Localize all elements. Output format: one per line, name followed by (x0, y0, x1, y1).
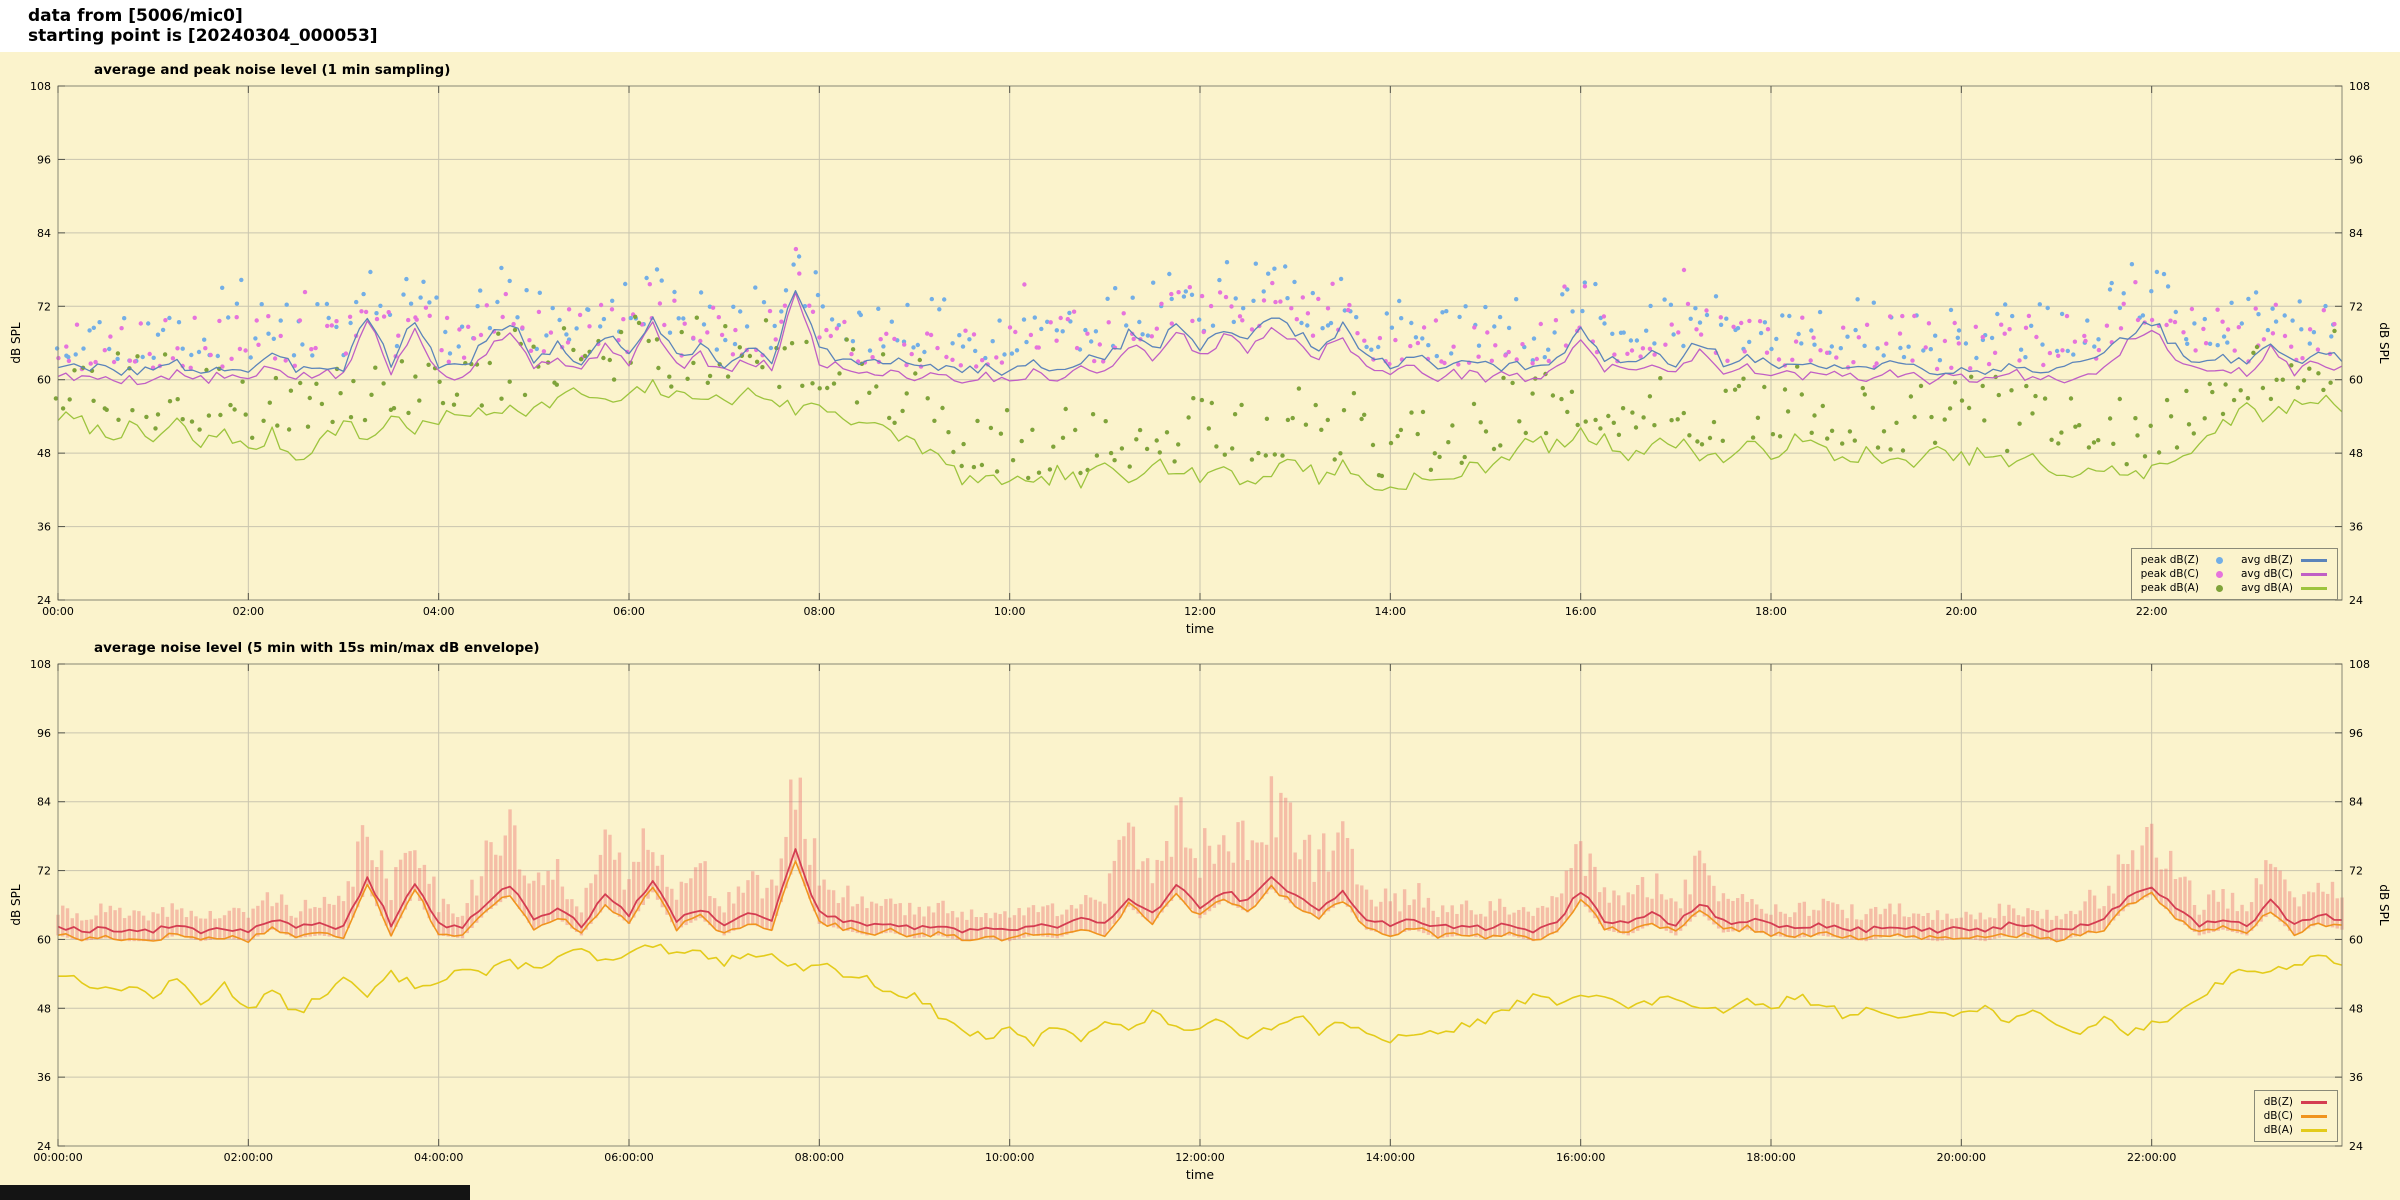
legend-line-swatch-db-c- (2301, 1114, 2327, 1118)
svg-text:08:00: 08:00 (803, 605, 835, 618)
svg-text:36: 36 (37, 1071, 51, 1084)
chart1-xlabel: time (1185, 621, 1215, 636)
svg-text:18:00:00: 18:00:00 (1746, 1151, 1795, 1164)
svg-text:72: 72 (2349, 300, 2363, 313)
svg-text:108: 108 (30, 658, 51, 671)
svg-text:60: 60 (2349, 933, 2363, 946)
svg-text:04:00: 04:00 (423, 605, 455, 618)
svg-text:00:00: 00:00 (42, 605, 74, 618)
legend-label: dB(A) (2263, 1124, 2293, 1136)
svg-text:84: 84 (37, 227, 51, 240)
svg-text:02:00: 02:00 (232, 605, 264, 618)
svg-text:20:00:00: 20:00:00 (1937, 1151, 1986, 1164)
svg-text:12:00: 12:00 (1184, 605, 1216, 618)
svg-text:04:00:00: 04:00:00 (414, 1151, 463, 1164)
svg-text:72: 72 (37, 300, 51, 313)
legend-label: peak dB(C) (2140, 568, 2199, 580)
svg-text:10:00: 10:00 (994, 605, 1026, 618)
header-line1: data from [5006/mic0] (28, 6, 243, 26)
svg-text:22:00:00: 22:00:00 (2127, 1151, 2176, 1164)
svg-text:14:00: 14:00 (1374, 605, 1406, 618)
svg-text:24: 24 (37, 1140, 51, 1153)
legend-line-swatch-avg-db-c- (2301, 572, 2327, 576)
svg-text:60: 60 (37, 374, 51, 387)
legend-line-swatch-db-z- (2301, 1100, 2327, 1104)
legend-label: peak dB(A) (2140, 582, 2199, 594)
chart1-ylabel-right: dB SPL (2377, 322, 2391, 364)
svg-text:96: 96 (2349, 153, 2363, 166)
svg-text:36: 36 (2349, 521, 2363, 534)
chart1-title: average and peak noise level (1 min samp… (94, 62, 451, 78)
legend-line-swatch-avg-db-z- (2301, 558, 2327, 562)
svg-text:12:00:00: 12:00:00 (1175, 1151, 1224, 1164)
svg-text:06:00: 06:00 (613, 605, 645, 618)
svg-text:48: 48 (37, 1002, 51, 1015)
svg-text:00:00:00: 00:00:00 (33, 1151, 82, 1164)
svg-text:72: 72 (37, 865, 51, 878)
svg-text:96: 96 (2349, 727, 2363, 740)
svg-text:02:00:00: 02:00:00 (224, 1151, 273, 1164)
svg-text:96: 96 (37, 727, 51, 740)
svg-text:108: 108 (2349, 80, 2370, 93)
legend-label: dB(C) (2263, 1110, 2293, 1122)
svg-text:36: 36 (2349, 1071, 2363, 1084)
svg-text:72: 72 (2349, 865, 2363, 878)
chart2-legend: dB(Z) dB(C) dB(A) (2253, 1090, 2338, 1142)
legend-label: avg dB(A) (2241, 582, 2293, 594)
svg-text:108: 108 (30, 80, 51, 93)
svg-text:16:00:00: 16:00:00 (1556, 1151, 1605, 1164)
svg-text:84: 84 (37, 796, 51, 809)
svg-text:22:00: 22:00 (2136, 605, 2168, 618)
svg-text:60: 60 (37, 933, 51, 946)
svg-text:06:00:00: 06:00:00 (604, 1151, 653, 1164)
taskbar-fragment (0, 1185, 470, 1200)
svg-text:18:00: 18:00 (1755, 605, 1787, 618)
legend-line-swatch-avg-db-a- (2301, 586, 2327, 590)
svg-text:24: 24 (2349, 594, 2363, 607)
svg-text:96: 96 (37, 153, 51, 166)
chart2-ylabel-right: dB SPL (2377, 884, 2391, 926)
legend-dot-swatch-peak-db-c- (2216, 570, 2224, 578)
legend-label: peak dB(Z) (2140, 554, 2199, 566)
svg-text:48: 48 (37, 447, 51, 460)
svg-text:84: 84 (2349, 227, 2363, 240)
chart1-legend: peak dB(Z) avg dB(Z) peak dB(C) avg dB(C) pe… (2130, 548, 2338, 600)
svg-text:48: 48 (2349, 447, 2363, 460)
svg-text:20:00: 20:00 (1945, 605, 1977, 618)
svg-text:14:00:00: 14:00:00 (1366, 1151, 1415, 1164)
legend-label: avg dB(C) (2240, 568, 2293, 580)
legend-label: avg dB(Z) (2241, 554, 2293, 566)
svg-text:24: 24 (2349, 1140, 2363, 1153)
svg-text:108: 108 (2349, 658, 2370, 671)
chart2-ylabel-left: dB SPL (9, 884, 23, 926)
svg-text:48: 48 (2349, 1002, 2363, 1015)
chart1-ylabel-left: dB SPL (9, 322, 23, 364)
svg-text:36: 36 (37, 521, 51, 534)
legend-dot-swatch-peak-db-a- (2216, 584, 2224, 592)
svg-text:08:00:00: 08:00:00 (795, 1151, 844, 1164)
chart2-xlabel: time (1185, 1167, 1215, 1182)
svg-text:24: 24 (37, 594, 51, 607)
legend-dot-swatch-peak-db-z- (2216, 556, 2224, 564)
header: data from [5006/mic0] starting point is … (28, 6, 378, 46)
header-line2: starting point is [20240304_000053] (28, 26, 378, 46)
svg-text:84: 84 (2349, 796, 2363, 809)
svg-text:10:00:00: 10:00:00 (985, 1151, 1034, 1164)
legend-label: dB(Z) (2263, 1096, 2293, 1108)
svg-text:60: 60 (2349, 374, 2363, 387)
chart2-title: average noise level (5 min with 15s min/… (94, 640, 540, 656)
svg-text:16:00: 16:00 (1565, 605, 1597, 618)
legend-line-swatch-db-a- (2301, 1128, 2327, 1132)
